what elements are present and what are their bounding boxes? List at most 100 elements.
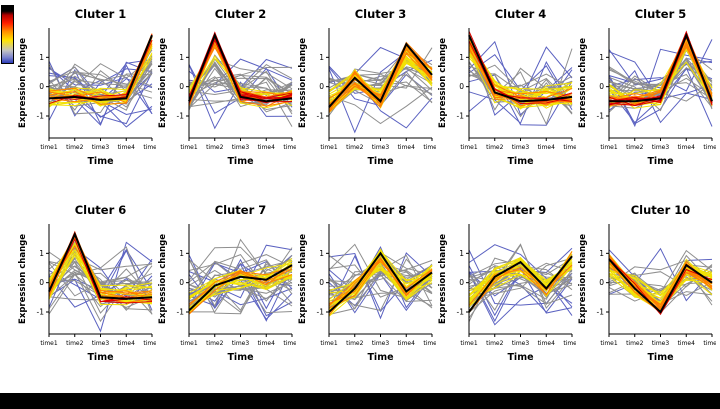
panel-title: Cluter 9 bbox=[495, 203, 547, 217]
x-tick-label: time4 bbox=[538, 340, 556, 347]
panel-title: Cluter 6 bbox=[75, 203, 127, 217]
panel-title: Cluter 4 bbox=[495, 7, 547, 21]
member-line bbox=[328, 254, 433, 303]
center-line bbox=[328, 42, 433, 108]
member-line bbox=[468, 255, 573, 306]
center-line bbox=[188, 264, 293, 312]
cluster-plot: Cluter 1 Expression change -1 0 1 time1 time2 t… bbox=[18, 7, 161, 167]
x-tick-label: time3 bbox=[92, 144, 110, 151]
cluster-plot: Cluter 10 Expression change -1 0 1 time1 time2… bbox=[578, 203, 720, 363]
x-tick-label: time2 bbox=[626, 144, 644, 151]
member-line bbox=[608, 58, 713, 100]
x-tick-label: time1 bbox=[320, 144, 338, 151]
y-tick-label: 1 bbox=[599, 53, 604, 62]
x-tick-label: time2 bbox=[346, 340, 364, 347]
member-line bbox=[468, 244, 573, 308]
member-line bbox=[328, 86, 433, 125]
panel-grid: Cluter 1 Expression change -1 0 1 time1 time2 t… bbox=[16, 2, 720, 386]
member-line bbox=[48, 52, 153, 104]
x-axis-label: Time bbox=[367, 352, 393, 363]
x-axis-label: Time bbox=[647, 352, 673, 363]
x-tick-label: time1 bbox=[180, 144, 198, 151]
cluster-panel-8: Cluter 8 Expression change -1 0 1 time1 time2 t… bbox=[296, 198, 441, 386]
member-line bbox=[48, 34, 153, 100]
member-line bbox=[48, 254, 153, 301]
member-line bbox=[188, 74, 293, 97]
y-axis-label: Expression change bbox=[298, 38, 308, 128]
y-tick-label: 1 bbox=[459, 249, 464, 258]
x-tick-label: time1 bbox=[460, 340, 478, 347]
x-tick-label: time1 bbox=[320, 340, 338, 347]
member-line bbox=[328, 252, 433, 320]
panel-title: Cluter 8 bbox=[355, 203, 407, 217]
x-axis-label: Time bbox=[227, 156, 253, 167]
cluster-plot: Cluter 6 Expression change -1 0 1 time1 time2 t… bbox=[18, 203, 161, 363]
x-tick-label: time4 bbox=[678, 144, 696, 151]
membership-colorbar bbox=[1, 5, 14, 64]
cluster-panel-3: Cluter 3 Expression change -1 0 1 time1 time2 t… bbox=[296, 2, 441, 190]
center-line bbox=[468, 255, 573, 313]
y-tick-label: -1 bbox=[597, 112, 605, 121]
x-tick-label: time3 bbox=[512, 340, 530, 347]
center-line bbox=[328, 251, 433, 313]
x-tick-label: time5 bbox=[703, 144, 716, 151]
x-tick-label: time5 bbox=[143, 340, 156, 347]
member-line bbox=[48, 246, 153, 315]
x-tick-label: time1 bbox=[40, 144, 58, 151]
y-tick-label: 1 bbox=[319, 53, 324, 62]
y-tick-label: -1 bbox=[457, 112, 465, 121]
member-line bbox=[328, 264, 433, 309]
x-tick-label: time4 bbox=[118, 144, 136, 151]
x-tick-label: time4 bbox=[538, 144, 556, 151]
x-tick-label: time5 bbox=[563, 340, 576, 347]
y-tick-label: 1 bbox=[459, 53, 464, 62]
panel-title: Cluter 2 bbox=[215, 7, 267, 21]
y-axis-label: Expression change bbox=[158, 234, 168, 324]
member-line bbox=[188, 73, 293, 103]
member-line bbox=[188, 244, 293, 299]
cluster-plot: Cluter 5 Expression change -1 0 1 time1 time2 t… bbox=[578, 7, 720, 167]
y-axis-label: Expression change bbox=[18, 38, 28, 128]
x-tick-label: time2 bbox=[486, 144, 504, 151]
panel-title: Cluter 3 bbox=[355, 7, 407, 21]
y-tick-label: 1 bbox=[39, 53, 44, 62]
x-tick-label: time1 bbox=[40, 340, 58, 347]
x-axis-label: Time bbox=[87, 156, 113, 167]
x-tick-label: time3 bbox=[232, 144, 250, 151]
member-line bbox=[328, 256, 433, 305]
y-tick-label: -1 bbox=[317, 308, 325, 317]
cluster-plot: Cluter 7 Expression change -1 0 1 time1 time2 t… bbox=[158, 203, 301, 363]
x-tick-label: time3 bbox=[512, 144, 530, 151]
x-tick-label: time5 bbox=[283, 340, 296, 347]
x-tick-label: time3 bbox=[232, 340, 250, 347]
x-tick-label: time2 bbox=[346, 144, 364, 151]
y-axis-label: Expression change bbox=[578, 38, 588, 128]
y-tick-label: -1 bbox=[37, 112, 45, 121]
cluster-panel-10: Cluter 10 Expression change -1 0 1 time1 time2… bbox=[576, 198, 720, 386]
y-tick-label: -1 bbox=[457, 308, 465, 317]
member-line bbox=[468, 40, 573, 116]
y-tick-label: 1 bbox=[599, 249, 604, 258]
x-tick-label: time1 bbox=[600, 340, 618, 347]
y-tick-label: -1 bbox=[597, 308, 605, 317]
x-tick-label: time5 bbox=[563, 144, 576, 151]
cluster-panel-2: Cluter 2 Expression change -1 0 1 time1 time2 t… bbox=[156, 2, 301, 190]
member-line bbox=[48, 39, 153, 105]
member-line bbox=[328, 258, 433, 311]
panel-title: Cluter 5 bbox=[635, 7, 687, 21]
y-axis-label: Expression change bbox=[298, 234, 308, 324]
member-line bbox=[48, 57, 153, 88]
cluster-plot: Cluter 2 Expression change -1 0 1 time1 time2 t… bbox=[158, 7, 301, 167]
x-tick-label: time4 bbox=[258, 340, 276, 347]
y-tick-label: 1 bbox=[39, 249, 44, 258]
member-line bbox=[328, 73, 433, 89]
member-line bbox=[608, 254, 713, 306]
cluster-panel-7: Cluter 7 Expression change -1 0 1 time1 time2 t… bbox=[156, 198, 301, 386]
y-axis-label: Expression change bbox=[578, 234, 588, 324]
member-line bbox=[48, 265, 153, 290]
y-tick-label: 0 bbox=[319, 82, 324, 91]
member-line bbox=[468, 257, 573, 300]
x-axis-label: Time bbox=[87, 352, 113, 363]
member-line bbox=[188, 64, 293, 108]
